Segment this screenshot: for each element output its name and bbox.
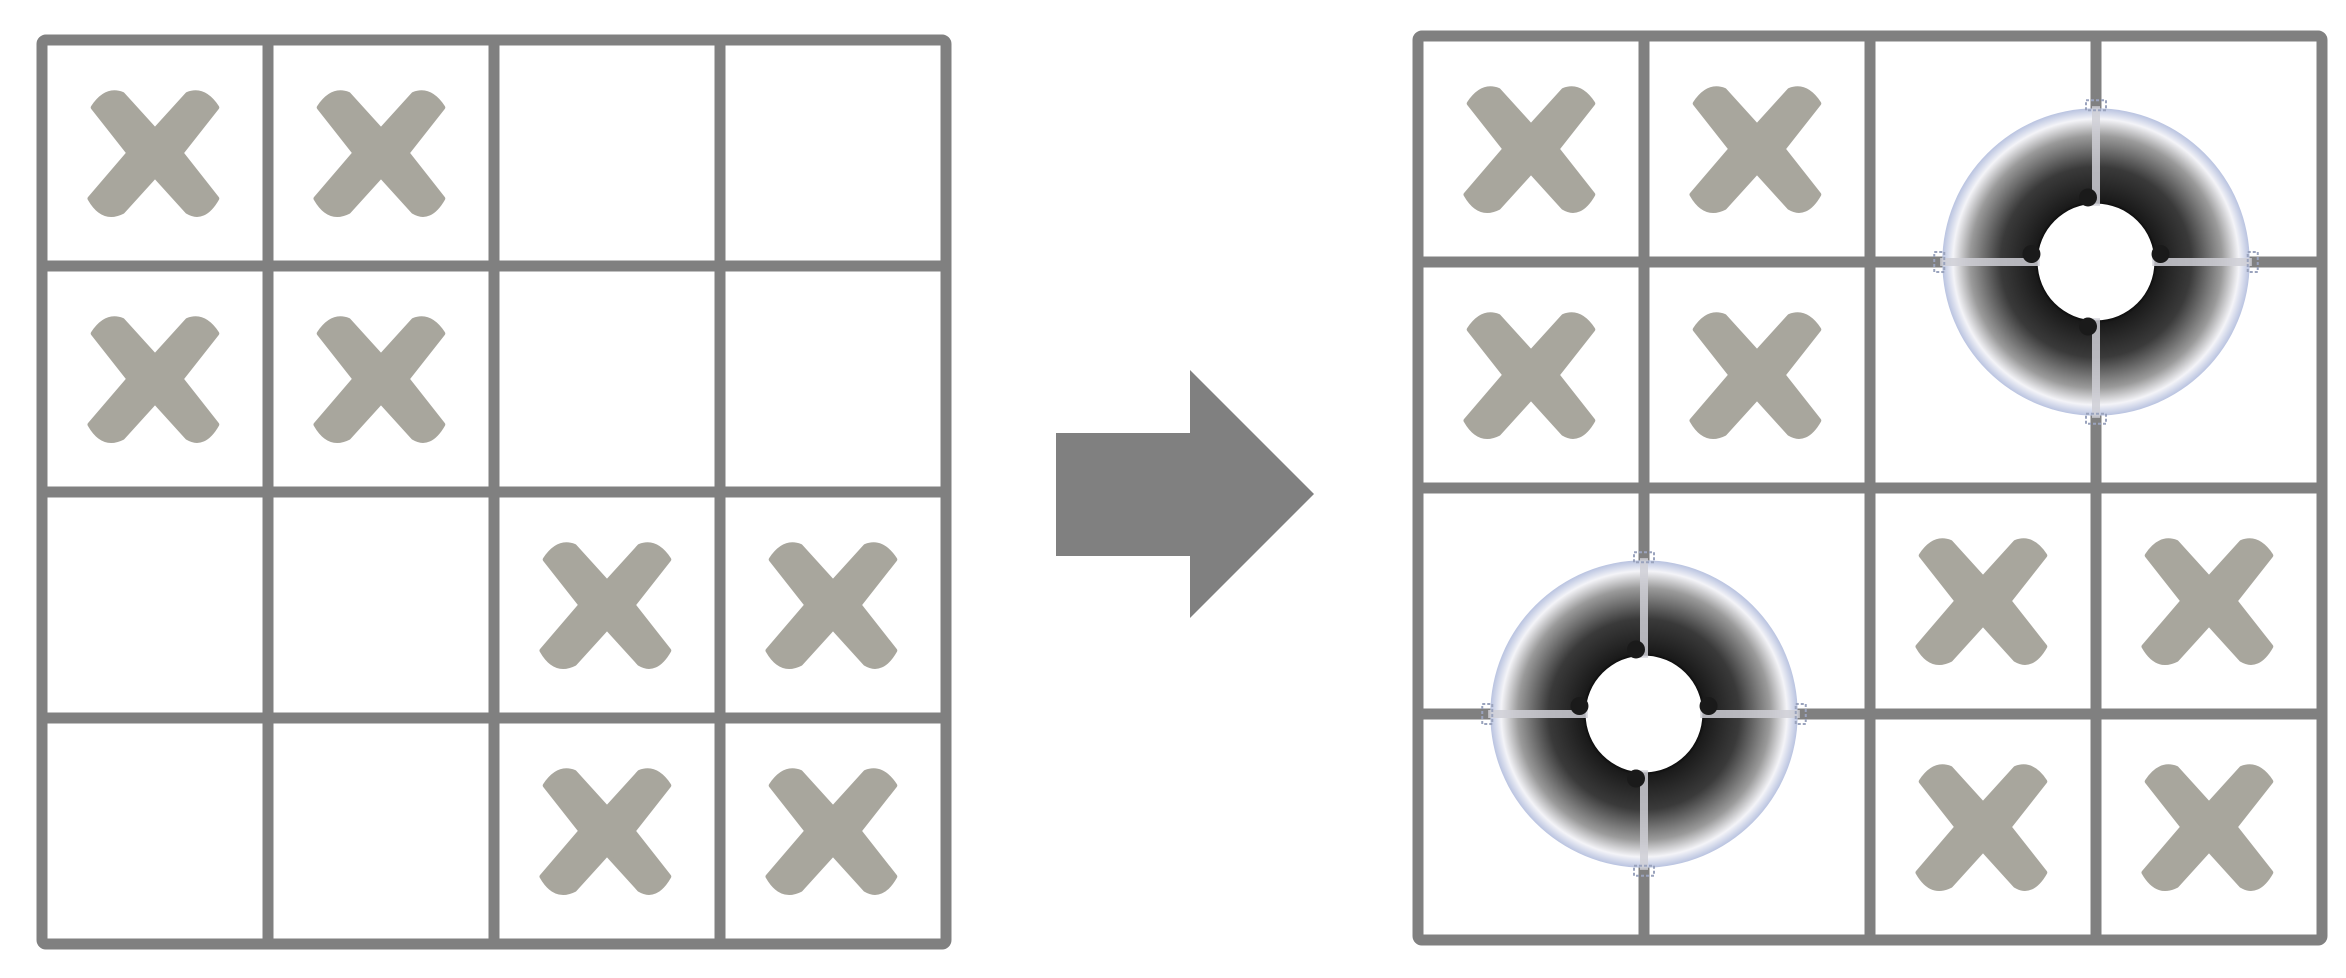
after-grid-x-mark-icon-r3c2 bbox=[1915, 764, 2048, 891]
right-arrow-icon bbox=[1056, 370, 1314, 618]
before-grid-x-mark-icon-r1c0 bbox=[87, 316, 220, 443]
after-grid-x-mark-icon-r2c3 bbox=[2141, 538, 2274, 665]
before-grid-x-mark-icon-r3c3 bbox=[765, 768, 898, 895]
after-grid-x-mark-icon-r3c3 bbox=[2141, 764, 2274, 891]
before-grid-lines bbox=[36, 34, 952, 950]
after-grid bbox=[1412, 30, 2328, 946]
before-grid bbox=[36, 34, 952, 950]
after-grid-x-mark-icon-r1c1 bbox=[1689, 312, 1822, 439]
after-grid-x-mark-icon-r0c0 bbox=[1463, 86, 1596, 213]
before-grid-x-mark-icon-r2c2 bbox=[539, 542, 672, 669]
before-grid-x-mark-icon-r1c1 bbox=[313, 316, 446, 443]
before-grid-x-mark-icon-r3c2 bbox=[539, 768, 672, 895]
after-grid-x-mark-icon-r2c2 bbox=[1915, 538, 2048, 665]
transform-arrow bbox=[1056, 370, 1314, 618]
before-grid-x-mark-icon-r0c0 bbox=[87, 90, 220, 217]
after-grid-lifebuoy-icon-r3c1 bbox=[1481, 551, 1807, 877]
after-grid-x-mark-icon-r1c0 bbox=[1463, 312, 1596, 439]
before-grid-x-mark-icon-r0c1 bbox=[313, 90, 446, 217]
before-grid-border bbox=[36, 34, 952, 950]
before-grid-x-mark-icon-r2c3 bbox=[765, 542, 898, 669]
after-grid-border bbox=[1412, 30, 2328, 946]
after-grid-lifebuoy-icon-r1c3 bbox=[1933, 99, 2259, 425]
after-grid-x-mark-icon-r0c1 bbox=[1689, 86, 1822, 213]
